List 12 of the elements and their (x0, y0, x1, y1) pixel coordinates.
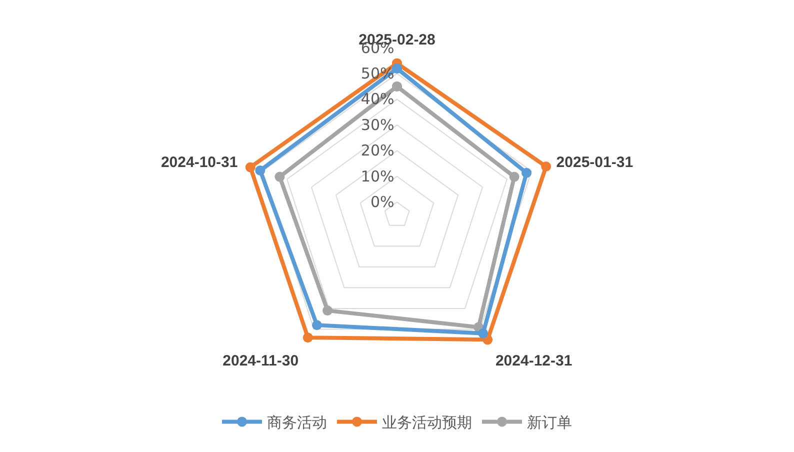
legend-label: 业务活动预期 (382, 414, 472, 432)
y-tick-label: 30% (360, 116, 394, 134)
spoke-label: 2024-11-30 (222, 352, 299, 370)
y-tick-label: 0% (370, 192, 394, 211)
y-tick-label: 20% (360, 142, 394, 160)
spoke-label: 2024-12-31 (495, 352, 572, 370)
legend-label: 商务活动 (267, 414, 327, 432)
legend-label: 新订单 (527, 414, 572, 432)
spoke-label: 2024-10-31 (160, 154, 238, 172)
y-tick-label: 10% (360, 167, 394, 186)
y-tick-label: 40% (360, 90, 394, 108)
spoke-label: 2025-01-31 (556, 154, 634, 172)
